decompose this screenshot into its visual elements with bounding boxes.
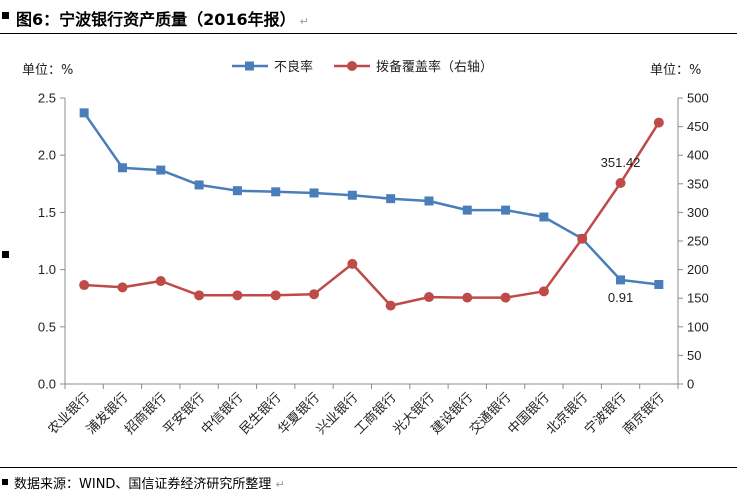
data-point-npl bbox=[347, 190, 357, 200]
data-point-coverage bbox=[309, 289, 320, 300]
right-tick-label: 150 bbox=[687, 291, 709, 306]
data-point-coverage bbox=[615, 177, 626, 188]
legend-label-npl: 不良率 bbox=[274, 59, 313, 75]
series-layer bbox=[79, 108, 664, 311]
category-label: 光大银行 bbox=[390, 390, 437, 437]
category-label: 华夏银行 bbox=[275, 390, 322, 437]
right-tick-label: 50 bbox=[687, 348, 701, 363]
data-point-npl bbox=[616, 275, 626, 285]
data-point-coverage bbox=[577, 233, 588, 244]
chart: 单位：% 单位：% 不良率 拨备覆盖率（右轴） 0.0 0.5 1.0 1.5 2.0 2… bbox=[22, 59, 709, 438]
series-line-1 bbox=[84, 121, 660, 307]
category-label: 北京银行 bbox=[544, 390, 591, 437]
category-label: 浦发银行 bbox=[83, 390, 131, 438]
legend-label-coverage: 拨备覆盖率（右轴） bbox=[376, 59, 493, 75]
data-point-coverage bbox=[79, 280, 90, 291]
left-tick-label: 1.5 bbox=[38, 205, 56, 220]
data-point-npl bbox=[117, 163, 127, 173]
data-point-npl bbox=[539, 212, 549, 222]
category-label: 招商银行 bbox=[122, 390, 169, 437]
figure-title-text: 图6：宁波银行资产质量（2016年报） bbox=[16, 10, 296, 29]
legend-marker-square bbox=[245, 61, 254, 71]
category-label: 宁波银行 bbox=[581, 390, 629, 438]
data-point-npl bbox=[194, 180, 204, 190]
category-label: 建设银行 bbox=[429, 390, 476, 437]
data-point-npl bbox=[462, 205, 472, 215]
data-point-npl bbox=[309, 188, 319, 198]
title-return-mark: ↵ bbox=[299, 15, 309, 28]
category-label: 农业银行 bbox=[46, 390, 93, 437]
left-axis-unit: 单位：% bbox=[22, 63, 73, 78]
category-label: 交通银行 bbox=[466, 390, 514, 438]
category-label: 南京银行 bbox=[620, 390, 668, 438]
source-note-text: 数据来源：WIND、国信证券经济研究所整理 bbox=[14, 477, 272, 492]
data-point-coverage bbox=[347, 258, 358, 269]
category-labels: 农业银行浦发银行招商银行平安银行中信银行民生银行华夏银行兴业银行工商银行光大银行… bbox=[46, 390, 668, 438]
data-point-coverage bbox=[423, 292, 434, 303]
left-tick-label: 0.0 bbox=[38, 377, 56, 392]
series-line-0 bbox=[83, 112, 659, 286]
data-point-coverage bbox=[155, 276, 166, 287]
bottom-rule bbox=[0, 467, 737, 468]
source-note: 数据来源：WIND、国信证券经济研究所整理 ↵ bbox=[0, 472, 737, 494]
right-axis-unit: 单位：% bbox=[650, 63, 701, 78]
data-point-npl bbox=[386, 194, 396, 204]
left-tick-label: 2.0 bbox=[38, 148, 56, 163]
data-point-coverage bbox=[653, 117, 664, 128]
data-point-npl bbox=[654, 279, 664, 289]
source-return-mark: ↵ bbox=[275, 478, 285, 491]
data-point-coverage bbox=[538, 286, 549, 297]
figure-title: 图6：宁波银行资产质量（2016年报） ↵ bbox=[0, 0, 737, 34]
data-point-npl bbox=[501, 205, 511, 215]
side-bullet bbox=[2, 251, 9, 258]
top-rule bbox=[0, 33, 737, 34]
right-axis-ticks: 0 50 100 150 200 250 300 350 400 450 500 bbox=[678, 91, 709, 392]
right-tick-label: 450 bbox=[687, 119, 709, 134]
data-point-npl bbox=[271, 187, 281, 197]
data-point-coverage bbox=[270, 290, 281, 301]
annotations: 351.42 0.91 bbox=[601, 155, 641, 305]
category-label: 中信银行 bbox=[199, 390, 246, 437]
data-label: 0.91 bbox=[608, 290, 633, 305]
data-point-npl bbox=[156, 165, 166, 175]
data-point-coverage bbox=[385, 300, 396, 311]
source-bullet bbox=[2, 479, 8, 485]
data-label: 351.42 bbox=[601, 155, 641, 170]
left-tick-label: 1.0 bbox=[38, 262, 56, 277]
data-point-npl bbox=[232, 186, 242, 196]
data-point-npl bbox=[79, 108, 89, 118]
right-tick-label: 0 bbox=[687, 377, 694, 392]
right-tick-label: 100 bbox=[687, 319, 709, 334]
right-tick-label: 250 bbox=[687, 234, 709, 249]
left-tick-label: 2.5 bbox=[38, 91, 56, 106]
data-point-npl bbox=[424, 196, 434, 206]
category-label: 兴业银行 bbox=[314, 390, 361, 437]
legend: 不良率 拨备覆盖率（右轴） bbox=[232, 59, 493, 75]
data-point-coverage bbox=[194, 290, 205, 301]
right-tick-label: 300 bbox=[687, 205, 709, 220]
legend-marker-circle bbox=[347, 61, 357, 71]
category-label: 平安银行 bbox=[161, 390, 208, 437]
data-point-coverage bbox=[117, 282, 128, 293]
title-bullet bbox=[2, 12, 9, 19]
right-tick-label: 500 bbox=[687, 91, 709, 106]
category-label: 中国银行 bbox=[505, 390, 552, 437]
category-label: 工商银行 bbox=[352, 390, 399, 437]
right-tick-label: 200 bbox=[687, 262, 709, 277]
data-point-coverage bbox=[232, 290, 243, 301]
right-tick-label: 400 bbox=[687, 148, 709, 163]
right-tick-label: 350 bbox=[687, 176, 709, 191]
category-label: 民生银行 bbox=[237, 390, 284, 437]
left-axis-ticks: 0.0 0.5 1.0 1.5 2.0 2.5 bbox=[38, 91, 65, 392]
data-point-coverage bbox=[500, 292, 511, 303]
left-tick-label: 0.5 bbox=[38, 319, 56, 334]
data-point-coverage bbox=[462, 292, 473, 303]
